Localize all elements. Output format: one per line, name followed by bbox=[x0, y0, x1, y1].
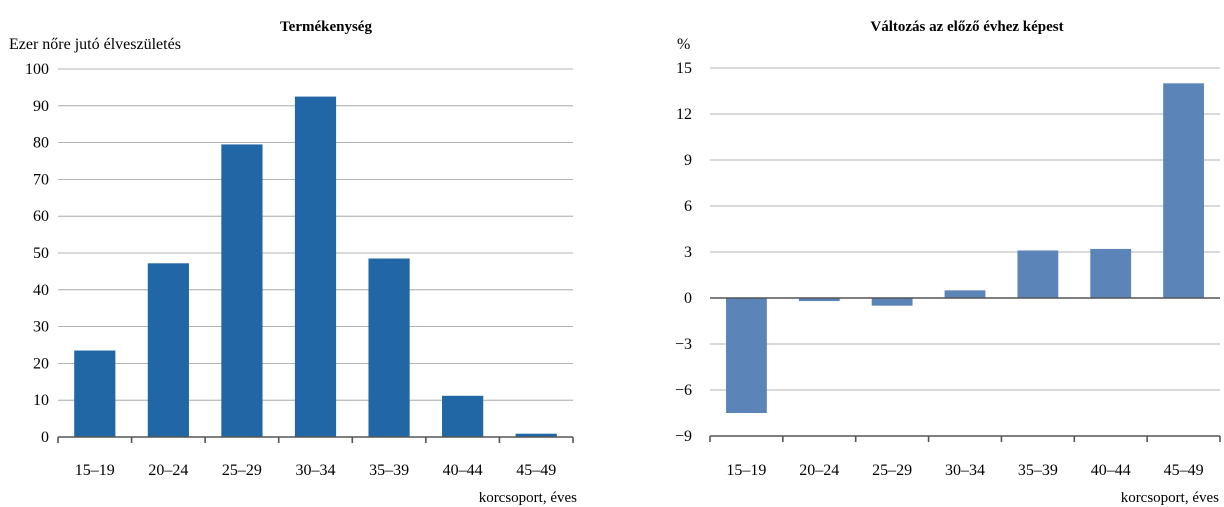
change-x-tick-label: 30–34 bbox=[945, 462, 985, 479]
fertility-y-tick-label: 100 bbox=[25, 61, 49, 78]
change-x-tick-label: 35–39 bbox=[1018, 462, 1058, 479]
change-bar-25-29 bbox=[871, 298, 913, 306]
change-y-tick-label: 15 bbox=[676, 60, 692, 77]
change-bar-40-44 bbox=[1090, 248, 1132, 298]
change-y-tick-label: 6 bbox=[684, 198, 692, 215]
change-x-tick-label: 40–44 bbox=[1091, 462, 1131, 479]
fertility-x-tick-label: 30–34 bbox=[296, 462, 336, 479]
change-chart-title: Változás az előző évhez képest bbox=[870, 19, 1063, 35]
change-bar-20-24 bbox=[798, 298, 840, 302]
change-x-tick-label: 20–24 bbox=[799, 462, 839, 479]
fertility-y-tick-label: 80 bbox=[33, 135, 49, 152]
fertility-chart: Termékenység Ezer nőre jutó élveszületés… bbox=[9, 19, 577, 506]
change-x-tick-label: 25–29 bbox=[872, 462, 912, 479]
change-x-axis-label: korcsoport, éves bbox=[1121, 490, 1219, 506]
fertility-y-tick-label: 40 bbox=[33, 282, 49, 299]
change-y-tick-label: −6 bbox=[675, 382, 692, 399]
fertility-y-tick-label: 90 bbox=[33, 98, 49, 115]
change-x-tick-label: 45–49 bbox=[1164, 462, 1204, 479]
fertility-bar-25-29 bbox=[221, 144, 263, 437]
fertility-bar-40-44 bbox=[442, 395, 484, 437]
fertility-x-tick-label: 40–44 bbox=[443, 462, 483, 479]
change-bar-35-39 bbox=[1017, 250, 1059, 298]
fertility-y-tick-label: 60 bbox=[33, 208, 49, 225]
fertility-x-tick-label: 15–19 bbox=[75, 462, 115, 479]
fertility-x-tick-label: 20–24 bbox=[148, 462, 188, 479]
fertility-y-tick-label: 0 bbox=[41, 429, 49, 446]
change-y-tick-label: −9 bbox=[675, 428, 692, 445]
fertility-y-tick-label: 20 bbox=[33, 355, 49, 372]
change-y-tick-label: 3 bbox=[684, 244, 692, 261]
change-y-tick-label: 0 bbox=[684, 290, 692, 307]
fertility-y-tick-label: 10 bbox=[33, 392, 49, 409]
change-y-tick-label: −3 bbox=[675, 336, 692, 353]
fertility-bar-20-24 bbox=[147, 263, 189, 437]
fertility-x-axis-label: korcsoport, éves bbox=[479, 490, 577, 506]
change-x-tick-label: 15–19 bbox=[726, 462, 766, 479]
fertility-x-tick-label: 45–49 bbox=[516, 462, 556, 479]
change-bar-45-49 bbox=[1163, 83, 1204, 298]
fertility-y-tick-label: 50 bbox=[33, 245, 49, 262]
change-bar-15-19 bbox=[726, 298, 767, 413]
change-bar-30-34 bbox=[944, 290, 986, 298]
fertility-bar-30-34 bbox=[294, 96, 337, 437]
fertility-bar-45-49 bbox=[515, 433, 557, 437]
fertility-y-axis-label: Ezer nőre jutó élveszületés bbox=[9, 36, 181, 53]
fertility-bar-35-39 bbox=[368, 258, 410, 437]
change-chart: Változás az előző évhez képest % korcsop… bbox=[675, 19, 1221, 506]
fertility-x-tick-label: 35–39 bbox=[369, 462, 409, 479]
fertility-x-tick-label: 25–29 bbox=[222, 462, 262, 479]
change-y-axis-label: % bbox=[677, 36, 690, 53]
change-y-tick-label: 12 bbox=[676, 106, 692, 123]
fertility-y-tick-label: 70 bbox=[33, 171, 49, 188]
fertility-chart-title: Termékenység bbox=[280, 19, 372, 35]
fertility-y-tick-label: 30 bbox=[33, 319, 49, 336]
change-y-tick-label: 9 bbox=[684, 152, 692, 169]
fertility-bar-15-19 bbox=[74, 350, 116, 437]
